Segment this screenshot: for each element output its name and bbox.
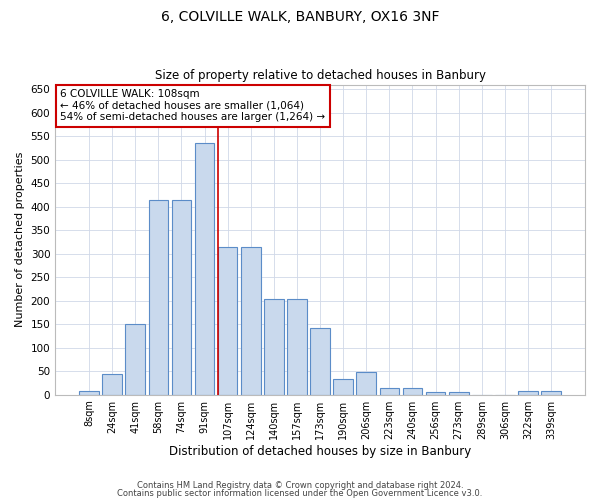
Bar [287,300,307,394]
Bar [241,246,260,394]
X-axis label: Distribution of detached houses by size in Banbury: Distribution of detached houses by size … [169,444,471,458]
Bar [310,328,330,394]
Bar [125,324,145,394]
Text: Contains HM Land Registry data © Crown copyright and database right 2024.: Contains HM Land Registry data © Crown c… [137,481,463,490]
Bar [426,392,445,394]
Bar [218,246,238,394]
Bar [449,392,469,394]
Bar [149,200,168,394]
Text: 6, COLVILLE WALK, BANBURY, OX16 3NF: 6, COLVILLE WALK, BANBURY, OX16 3NF [161,10,439,24]
Bar [356,372,376,394]
Bar [518,392,538,394]
Bar [403,388,422,394]
Y-axis label: Number of detached properties: Number of detached properties [15,152,25,328]
Bar [380,388,399,394]
Bar [79,391,99,394]
Bar [172,200,191,394]
Text: 6 COLVILLE WALK: 108sqm
← 46% of detached houses are smaller (1,064)
54% of semi: 6 COLVILLE WALK: 108sqm ← 46% of detache… [61,89,326,122]
Text: Contains public sector information licensed under the Open Government Licence v3: Contains public sector information licen… [118,488,482,498]
Title: Size of property relative to detached houses in Banbury: Size of property relative to detached ho… [155,69,485,82]
Bar [103,374,122,394]
Bar [264,300,284,394]
Bar [334,378,353,394]
Bar [195,144,214,394]
Bar [541,392,561,394]
